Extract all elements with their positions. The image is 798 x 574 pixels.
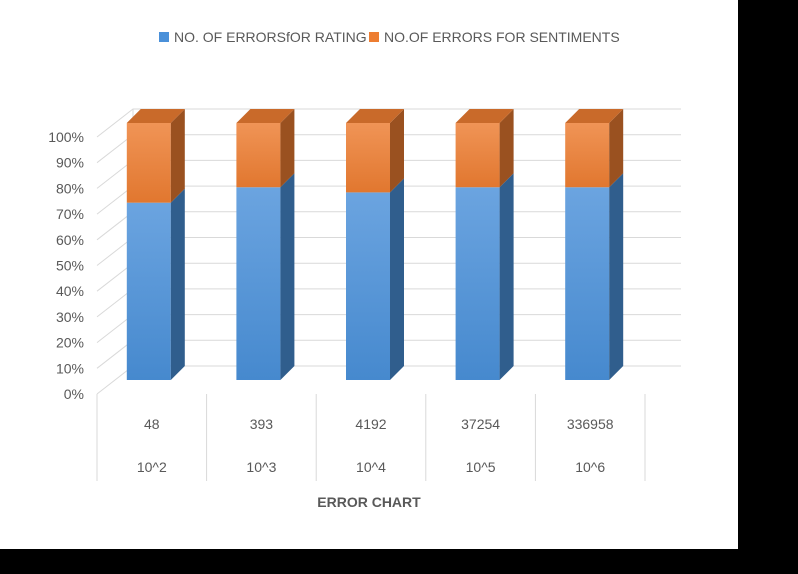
y-tick-label: 10% — [56, 360, 84, 376]
bar-segment — [126, 109, 185, 203]
legend-swatch-sentiments — [369, 32, 379, 42]
category-label: 48 — [144, 416, 160, 432]
y-tick-label: 100% — [48, 129, 84, 145]
category-label: 10^5 — [466, 459, 496, 475]
legend-swatch-rating — [159, 32, 169, 42]
y-tick-label: 0% — [64, 386, 84, 402]
y-tick-label: 40% — [56, 283, 84, 299]
category-label: 393 — [250, 416, 274, 432]
bar-segment — [565, 173, 624, 380]
category-label: 10^3 — [246, 459, 276, 475]
y-tick-label: 60% — [56, 232, 84, 248]
category-label: 336958 — [567, 416, 614, 432]
bar-segment — [236, 109, 295, 188]
bar-segment — [346, 109, 404, 193]
y-tick-label: 20% — [56, 335, 84, 351]
category-label: 37254 — [461, 416, 500, 432]
bar-segment — [455, 173, 514, 380]
y-tick-label: 50% — [56, 258, 84, 274]
bar-layer — [126, 109, 624, 380]
category-label: 10^2 — [137, 459, 167, 475]
category-label: 10^4 — [356, 459, 386, 475]
y-tick-label: 70% — [56, 206, 84, 222]
category-label: 4192 — [355, 416, 386, 432]
bar-segment — [346, 178, 404, 380]
legend-label-sentiments: NO.OF ERRORS FOR SENTIMENTS — [384, 29, 620, 45]
chart-title: ERROR CHART — [317, 494, 421, 510]
y-tick-label: 90% — [56, 155, 84, 171]
category-table: 48 10^2 393 10^3 4192 10^4 37254 10^5 336958 10^6 — [96, 394, 646, 481]
legend: NO. OF ERRORSfOR RATING NO.OF ERRORS FOR… — [159, 29, 620, 45]
category-label: 10^6 — [575, 459, 605, 475]
bar-segment — [455, 109, 514, 188]
bar-segment — [565, 109, 624, 188]
bar-segment — [236, 173, 295, 380]
chart-frame: 48 10^2 393 10^3 4192 10^4 37254 10^5 336958 10^6… — [0, 0, 738, 549]
y-tick-label: 80% — [56, 180, 84, 196]
error-chart: 48 10^2 393 10^3 4192 10^4 37254 10^5 336958 10^6… — [48, 29, 681, 510]
bar-segment — [126, 188, 185, 380]
y-tick-label: 30% — [56, 309, 84, 325]
y-axis: 0% 10% 20% 30% 40% 50% 60% 70% 80% 90% 100% — [48, 129, 84, 402]
legend-label-rating: NO. OF ERRORSfOR RATING — [174, 29, 367, 45]
